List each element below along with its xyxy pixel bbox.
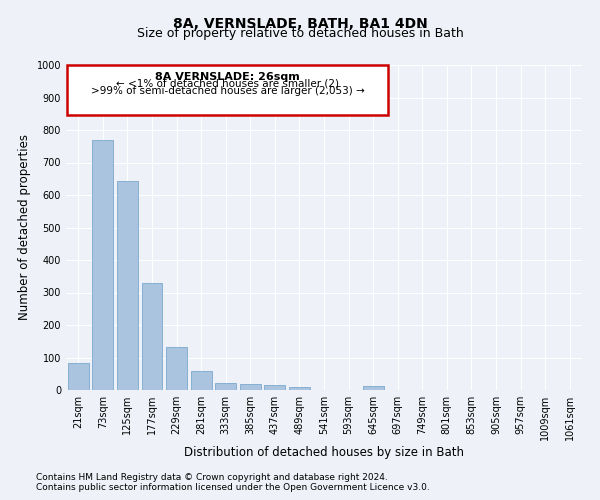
Text: >99% of semi-detached houses are larger (2,053) →: >99% of semi-detached houses are larger … <box>91 86 364 96</box>
Bar <box>142 283 163 390</box>
Bar <box>117 181 138 390</box>
Bar <box>166 347 187 390</box>
Text: 8A VERNSLADE: 26sqm: 8A VERNSLADE: 26sqm <box>155 72 300 82</box>
Bar <box>68 363 89 390</box>
Text: Contains HM Land Registry data © Crown copyright and database right 2024.: Contains HM Land Registry data © Crown c… <box>36 474 388 482</box>
Text: ← <1% of detached houses are smaller (2): ← <1% of detached houses are smaller (2) <box>116 78 339 88</box>
Bar <box>67 65 388 116</box>
Text: Size of property relative to detached houses in Bath: Size of property relative to detached ho… <box>137 28 463 40</box>
X-axis label: Distribution of detached houses by size in Bath: Distribution of detached houses by size … <box>184 446 464 458</box>
Bar <box>191 370 212 390</box>
Text: Contains public sector information licensed under the Open Government Licence v3: Contains public sector information licen… <box>36 484 430 492</box>
Text: 8A, VERNSLADE, BATH, BA1 4DN: 8A, VERNSLADE, BATH, BA1 4DN <box>173 18 427 32</box>
Bar <box>289 387 310 390</box>
Bar <box>265 385 286 390</box>
Bar <box>215 382 236 390</box>
Bar <box>240 384 261 390</box>
Y-axis label: Number of detached properties: Number of detached properties <box>18 134 31 320</box>
Bar <box>92 140 113 390</box>
Bar <box>362 386 383 390</box>
